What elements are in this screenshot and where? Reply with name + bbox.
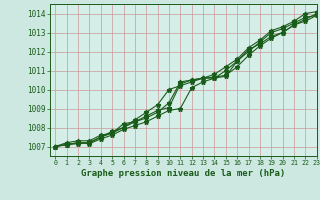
X-axis label: Graphe pression niveau de la mer (hPa): Graphe pression niveau de la mer (hPa)	[81, 169, 285, 178]
